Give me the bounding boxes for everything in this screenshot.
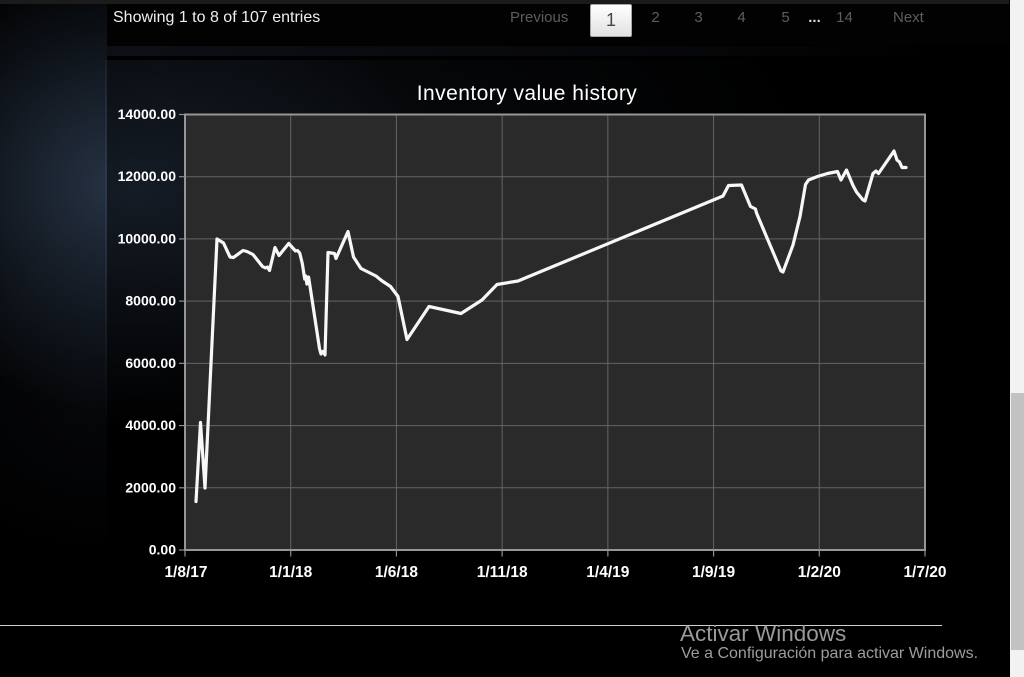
svg-text:1/7/20: 1/7/20 — [903, 564, 946, 581]
svg-text:4000.00: 4000.00 — [125, 417, 176, 433]
svg-text:8000.00: 8000.00 — [125, 293, 176, 309]
svg-text:Inventory value history: Inventory value history — [417, 82, 638, 105]
svg-text:10000.00: 10000.00 — [118, 230, 177, 246]
svg-text:12000.00: 12000.00 — [118, 168, 177, 184]
svg-text:1/11/18: 1/11/18 — [477, 564, 528, 581]
svg-text:1/2/20: 1/2/20 — [798, 564, 841, 581]
svg-text:0.00: 0.00 — [149, 542, 176, 558]
svg-text:6000.00: 6000.00 — [125, 355, 176, 371]
svg-text:1/1/18: 1/1/18 — [269, 564, 312, 581]
svg-text:2000.00: 2000.00 — [125, 479, 176, 495]
svg-text:1/9/19: 1/9/19 — [692, 564, 735, 581]
svg-text:1/4/19: 1/4/19 — [586, 564, 629, 581]
svg-text:1/6/18: 1/6/18 — [375, 564, 418, 581]
svg-text:1/8/17: 1/8/17 — [164, 564, 207, 581]
svg-text:14000.00: 14000.00 — [118, 106, 177, 122]
